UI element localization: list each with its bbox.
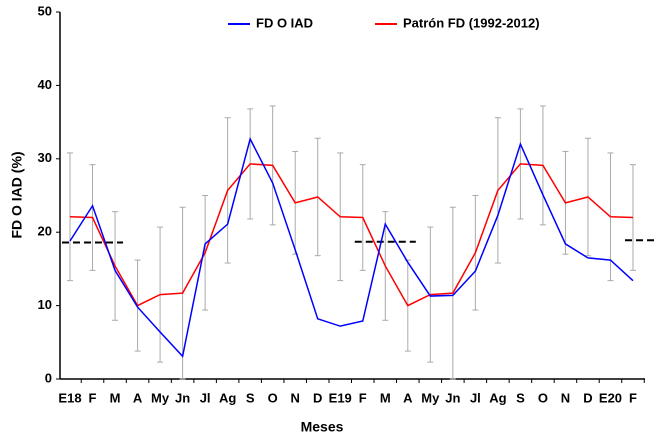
x-tick-label: S [246, 390, 255, 405]
y-tick-label: 50 [38, 3, 52, 18]
x-tick-label: A [133, 390, 143, 405]
y-axis-label: FD O IAD (%) [9, 151, 25, 238]
x-axis-label: Meses [301, 419, 344, 435]
x-tick-label: E20 [599, 390, 622, 405]
x-tick-label: F [359, 390, 367, 405]
series-line [69, 136, 634, 358]
x-tick-label: Ag [219, 390, 236, 405]
legend-label: Patrón FD (1992-2012) [403, 15, 540, 30]
x-tick-label: E19 [329, 390, 352, 405]
y-tick-label: 10 [38, 297, 52, 312]
legend-label: FD O IAD [256, 15, 313, 30]
x-tick-label: Jl [470, 390, 481, 405]
x-tick-label: Jn [175, 390, 190, 405]
x-tick-label: F [89, 390, 97, 405]
x-tick-label: D [313, 390, 322, 405]
x-tick-label: O [538, 390, 548, 405]
x-tick-label: My [151, 390, 170, 405]
x-tick-label: M [380, 390, 391, 405]
x-tick-label: S [516, 390, 525, 405]
x-tick-label: F [629, 390, 637, 405]
x-tick-label: My [421, 390, 440, 405]
x-tick-label: N [561, 390, 570, 405]
y-tick-label: 40 [38, 77, 52, 92]
series-line [69, 163, 634, 307]
x-tick-label: Jn [445, 390, 460, 405]
x-tick-label: E18 [58, 390, 81, 405]
x-tick-label: D [583, 390, 592, 405]
y-tick-label: 30 [38, 150, 52, 165]
x-tick-label: Ag [489, 390, 506, 405]
y-tick-label: 0 [45, 370, 52, 385]
y-tick-label: 20 [38, 224, 52, 239]
x-tick-label: Jl [200, 390, 211, 405]
x-tick-label: O [268, 390, 278, 405]
x-tick-label: N [291, 390, 300, 405]
x-tick-label: M [110, 390, 121, 405]
x-tick-label: A [403, 390, 413, 405]
